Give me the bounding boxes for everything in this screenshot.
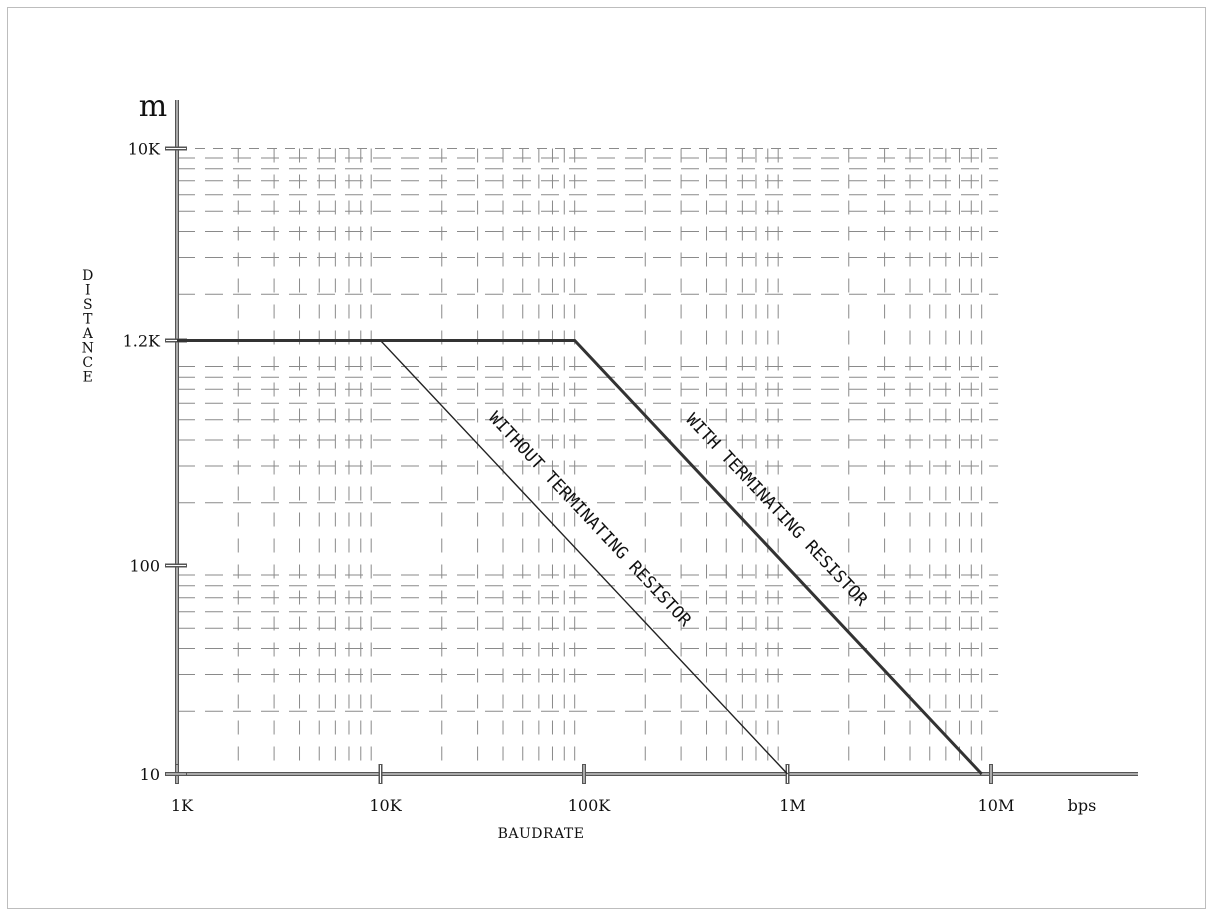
y-axis-title-letter: A <box>82 326 94 342</box>
y-axis-title-letter: S <box>83 297 93 313</box>
x-axis-title: BAUDRATE <box>498 826 585 842</box>
y-axis-title-letter: C <box>82 355 93 371</box>
x-unit-label: bps <box>1068 796 1097 815</box>
x-tick-label: 10M <box>978 796 1015 815</box>
series-lines <box>177 338 983 776</box>
y-tick-label: 100 <box>129 557 160 576</box>
y-tick-label: 10K <box>128 140 161 159</box>
y-axis-title-letter: I <box>85 283 91 299</box>
x-tick-label: 1K <box>171 796 194 815</box>
chart-frame <box>7 7 1206 909</box>
grid <box>177 148 999 774</box>
y-tick-label: 1.2K <box>123 331 161 350</box>
labels: 1K 10K 100K 1M 10M bps 10 100 1.2K 10K m BAUDRATE D I… <box>82 89 1097 842</box>
x-tick-label: 1M <box>779 796 806 815</box>
series-line <box>177 339 789 775</box>
y-tick-label: 10 <box>140 765 160 784</box>
y-axis-title-letter: N <box>82 341 95 357</box>
y-axis-title-letter: E <box>83 370 94 386</box>
x-tick-label: 100K <box>568 796 612 815</box>
series-line <box>177 338 983 776</box>
y-unit-label: m <box>139 89 167 124</box>
axes <box>165 100 1138 784</box>
y-axis-title-letter: T <box>83 312 93 328</box>
y-axis-title-letter: D <box>82 268 94 284</box>
x-tick-label: 10K <box>369 796 402 815</box>
